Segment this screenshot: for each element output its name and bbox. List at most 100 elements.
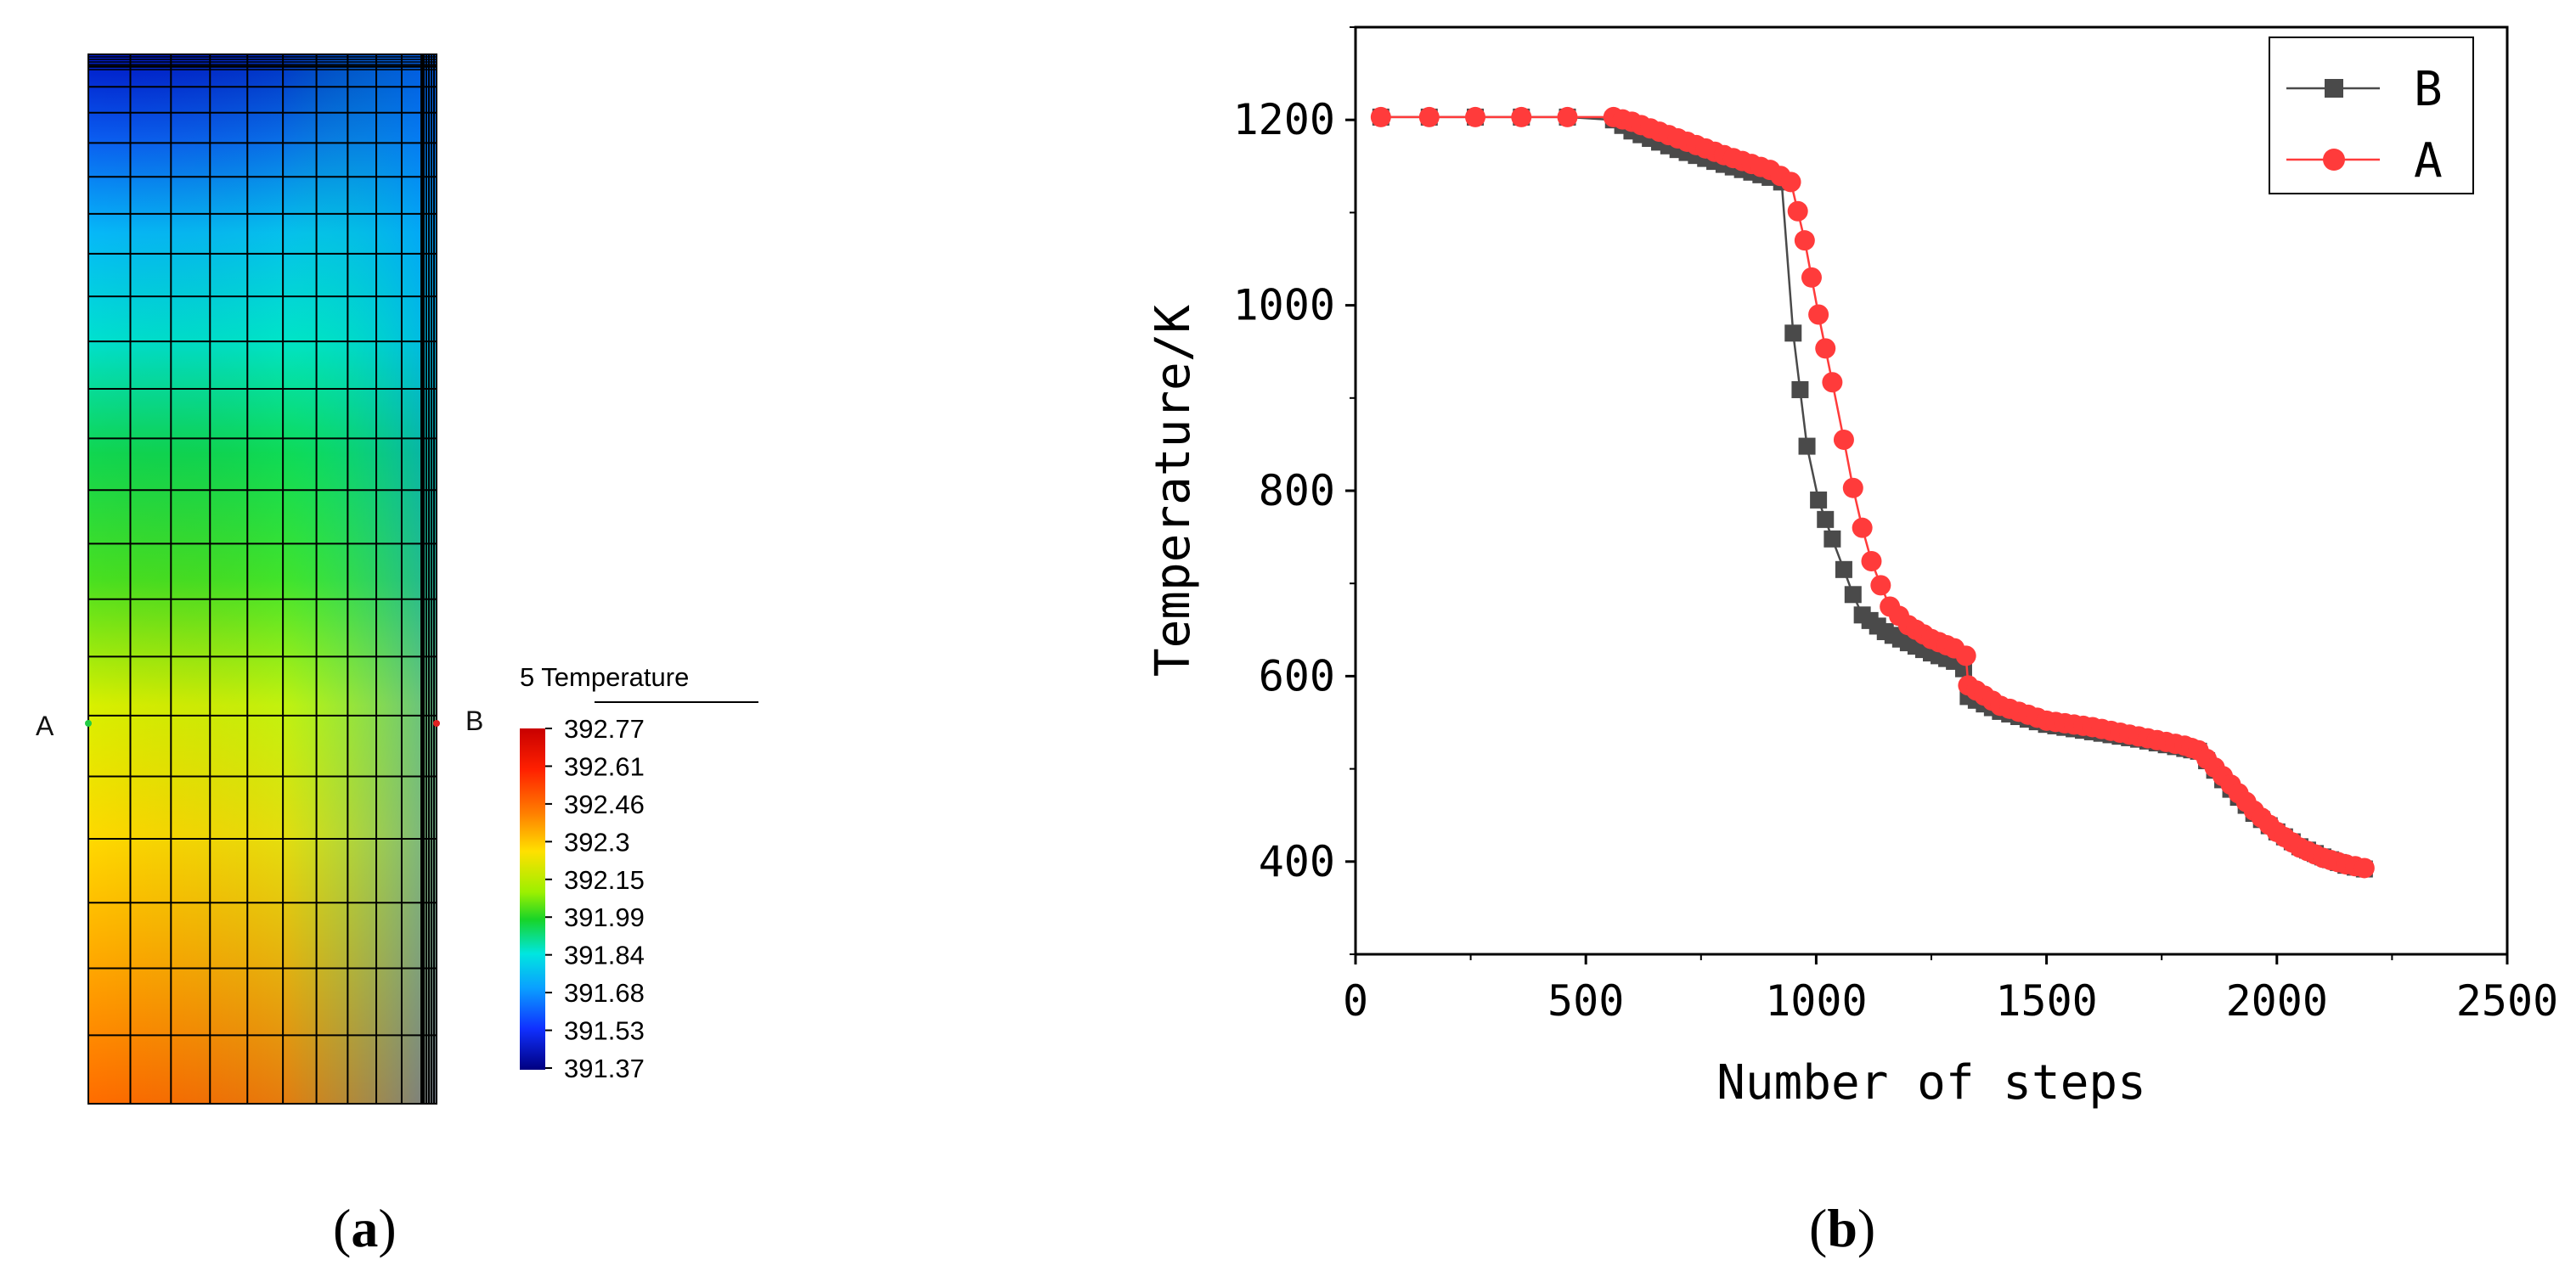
data-point-b — [1715, 155, 1733, 173]
data-point-a — [1944, 638, 1965, 659]
data-point-a — [2026, 707, 2048, 728]
data-point-b — [2121, 728, 2139, 746]
data-point-a — [2243, 800, 2264, 821]
data-point-a — [2055, 712, 2076, 734]
data-point-a — [2313, 847, 2334, 869]
data-point-a — [2353, 857, 2375, 879]
data-point-a — [2196, 748, 2218, 769]
data-point-b — [1650, 133, 1668, 151]
legend-marker-b — [2325, 79, 2343, 98]
data-point-a — [2345, 856, 2366, 877]
data-point-b — [2167, 738, 2184, 756]
data-point-b — [1869, 617, 1886, 635]
data-point-a — [1686, 134, 1707, 155]
colorbar-tick-label: 391.84 — [564, 941, 645, 970]
data-point-b — [2176, 739, 2194, 757]
data-point-b — [1604, 111, 1622, 129]
temperature-field-shading — [88, 54, 437, 1104]
data-point-b — [1791, 380, 1809, 398]
y-axis-label: Temperature/K — [1146, 305, 1201, 678]
data-point-b — [2056, 718, 2074, 736]
data-point-a — [1794, 230, 1815, 251]
data-point-a — [1787, 200, 1808, 222]
colorbar-tick-label: 391.68 — [564, 978, 645, 1008]
data-point-a — [2082, 717, 2103, 738]
data-point-b — [1810, 491, 1828, 509]
y-tick-label: 400 — [1259, 837, 1335, 886]
data-point-b — [1967, 691, 1985, 709]
data-point-b — [2198, 752, 2216, 770]
data-point-a — [2091, 718, 2112, 739]
data-point-b — [1660, 137, 1677, 155]
data-point-a — [1631, 115, 1652, 136]
data-point-b — [2130, 730, 2148, 748]
y-tick-label: 1000 — [1233, 281, 1335, 330]
data-point-a — [1870, 575, 1891, 596]
data-point-a — [1889, 605, 1910, 627]
data-point-b — [1823, 530, 1841, 548]
data-point-a — [1815, 338, 1836, 359]
colorbar-tick-label: 392.46 — [564, 790, 645, 819]
data-point-a — [1465, 106, 1486, 127]
data-point-b — [2206, 762, 2224, 779]
data-point-b — [1752, 166, 1770, 183]
data-point-b — [1835, 560, 1852, 578]
data-point-a — [1612, 109, 1633, 130]
series-line-a — [1380, 115, 2365, 869]
data-point-a — [2128, 726, 2150, 747]
data-point-b — [2268, 823, 2286, 841]
data-point-b — [2019, 711, 2037, 728]
data-point-a — [2235, 791, 2257, 812]
data-point-b — [2139, 732, 2156, 750]
legend-box — [2269, 37, 2474, 194]
series-line-b — [1380, 115, 2365, 870]
data-point-a — [1649, 121, 1670, 143]
data-point-a — [2204, 756, 2225, 778]
data-point-b — [1876, 622, 1894, 640]
data-point-a — [1822, 372, 1843, 393]
data-point-b — [1372, 108, 1389, 126]
data-point-b — [1467, 108, 1485, 126]
data-point-a — [1667, 128, 1688, 149]
data-point-a — [1833, 429, 1854, 450]
data-point-a — [1770, 166, 1791, 187]
data-point-a — [1370, 106, 1391, 127]
data-point-b — [1891, 630, 1909, 648]
data-point-b — [2047, 717, 2065, 734]
data-point-a — [1999, 698, 2021, 719]
data-point-a — [2174, 735, 2196, 756]
data-point-b — [2314, 848, 2332, 866]
data-point-b — [1923, 644, 1940, 662]
data-point-a — [1705, 141, 1726, 162]
data-point-b — [1678, 143, 1696, 161]
data-point-b — [1844, 586, 1862, 604]
data-point-b — [1899, 634, 1917, 652]
data-point-b — [2347, 858, 2365, 876]
data-point-a — [1732, 150, 1753, 171]
data-point-a — [1658, 125, 1679, 146]
data-point-a — [1965, 680, 1987, 701]
data-point-a — [2228, 783, 2249, 804]
data-point-b — [2322, 851, 2340, 869]
data-point-b — [2111, 728, 2129, 745]
data-point-b — [1954, 660, 1972, 678]
y-tick-label: 1200 — [1233, 95, 1335, 144]
data-point-a — [2258, 814, 2280, 835]
data-point-b — [1642, 130, 1660, 148]
data-point-a — [2137, 728, 2158, 749]
data-point-b — [2214, 771, 2232, 789]
data-point-a — [2072, 715, 2094, 736]
data-point-a — [1929, 632, 1950, 653]
data-point-a — [2266, 821, 2287, 842]
x-axis-label: Number of steps — [1716, 1055, 2146, 1111]
data-point-b — [2157, 736, 2175, 754]
data-point-a — [1955, 645, 1976, 666]
data-point-b — [2283, 833, 2301, 851]
data-point-a — [1974, 685, 1995, 706]
data-point-a — [2045, 711, 2066, 733]
data-point-a — [2220, 774, 2241, 796]
data-point-b — [1907, 638, 1925, 655]
colorbar-tick-label: 392.15 — [564, 865, 645, 895]
data-point-b — [1688, 147, 1705, 165]
data-point-b — [2330, 853, 2348, 871]
